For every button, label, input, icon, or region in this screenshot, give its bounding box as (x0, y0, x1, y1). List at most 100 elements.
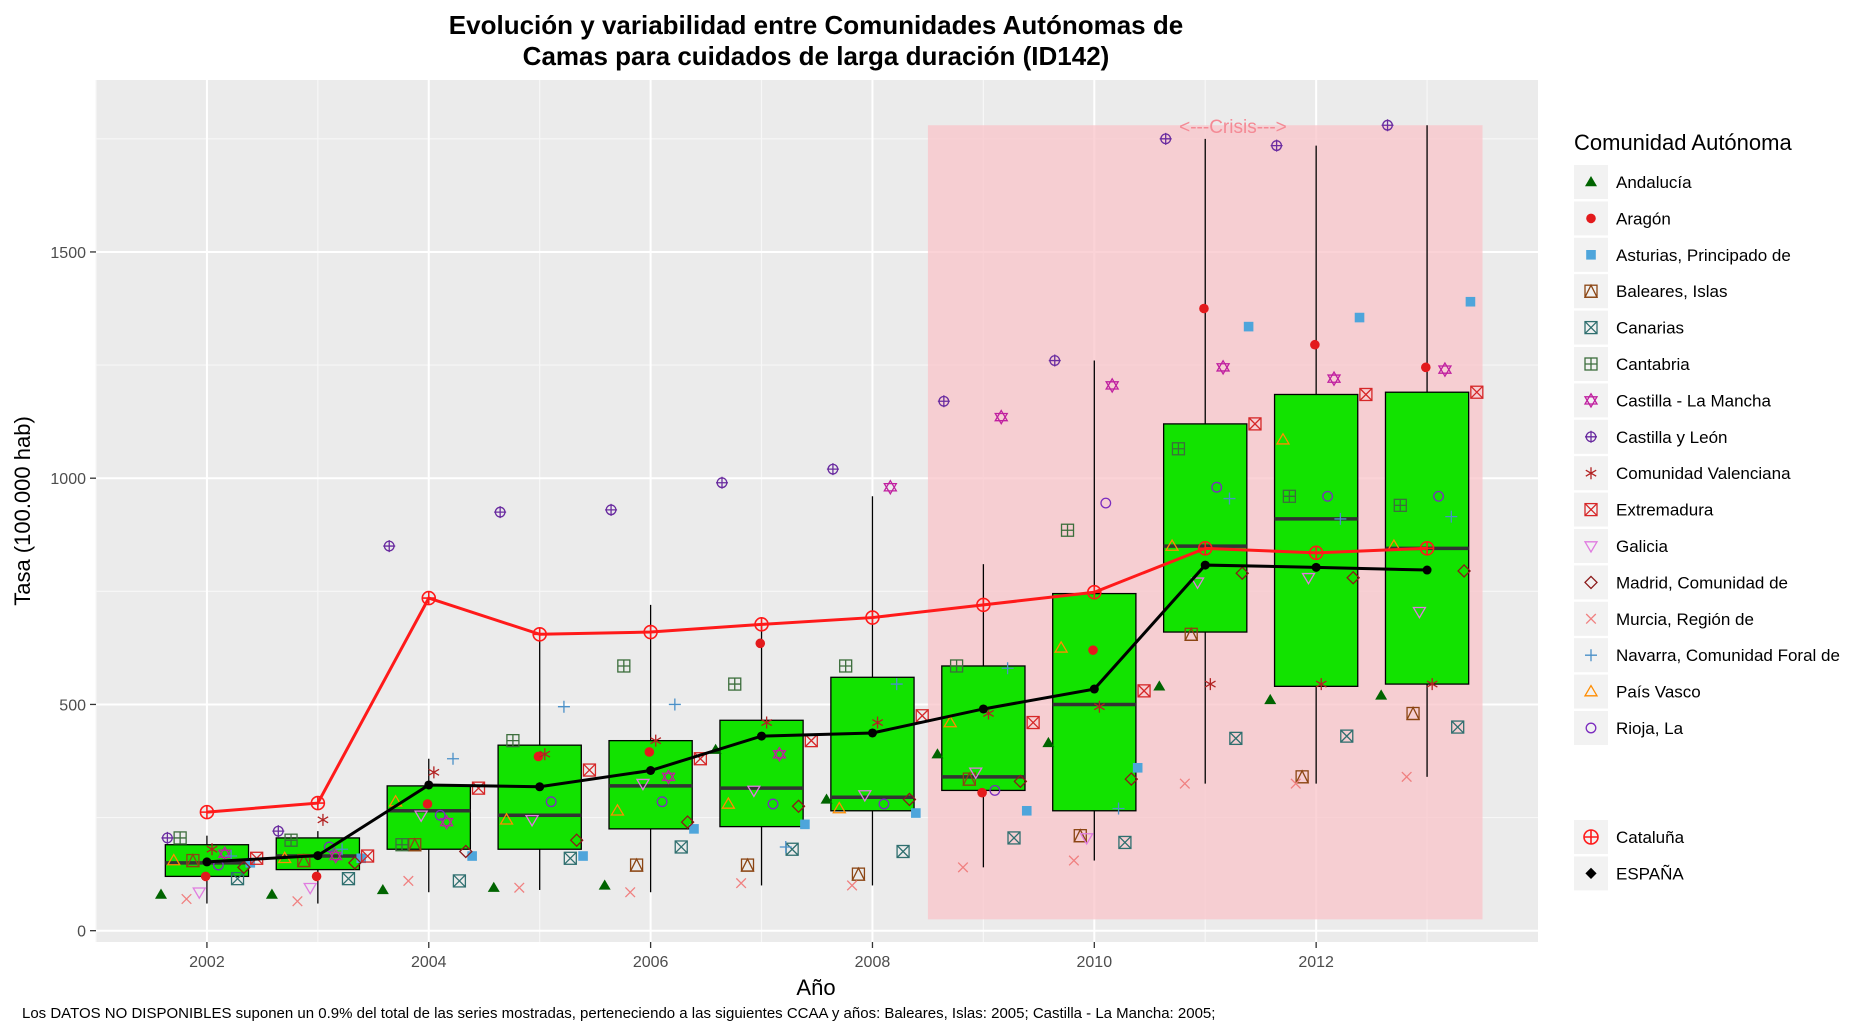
point-galicia (524, 814, 540, 828)
point-baleares-islas (740, 857, 755, 872)
point-andalucia (155, 888, 168, 899)
point-murcia-region-de (957, 862, 969, 873)
box (386, 785, 472, 850)
legend-item: Cantabria (1574, 347, 1690, 381)
legend-key (1574, 529, 1608, 563)
legend-symbol (1585, 430, 1597, 443)
point-pais-vasco (166, 853, 181, 866)
point-asturias-principado-de (800, 819, 810, 830)
legend-symbol (1585, 613, 1597, 625)
marker-cataluna (1419, 541, 1435, 556)
marker-cataluna (532, 627, 547, 642)
point-canarias (1007, 831, 1021, 845)
x-axis: 2002 2004 2006 2008 2010 2012 (189, 942, 1334, 971)
marker-espana (867, 728, 877, 738)
point-canarias (1340, 729, 1354, 743)
point-canarias (341, 872, 356, 886)
point-navarra-comunidad-foral-de (1334, 512, 1347, 525)
legend-title: Comunidad Autónoma (1574, 130, 1792, 155)
legend-item: Murcia, Región de (1574, 601, 1754, 636)
point-madrid-comunidad-de (236, 860, 251, 875)
point-asturias-principado-de (689, 824, 699, 834)
point-murcia-region-de (1290, 778, 1301, 789)
point-canarias (674, 840, 688, 854)
legend-label: Canarias (1616, 319, 1684, 338)
legend-item: Rioja, La (1574, 711, 1684, 745)
legend-label: Rioja, La (1616, 719, 1684, 738)
legend-item: País Vasco (1574, 674, 1701, 709)
point-cantabria (173, 831, 187, 845)
point-aragon (644, 747, 655, 757)
point-cantabria (1393, 498, 1407, 512)
legend-symbol (1584, 357, 1598, 371)
point-galicia (1412, 606, 1427, 619)
legend-item: Castilla - La Mancha (1574, 383, 1772, 418)
point-comunidad-valenciana (1093, 700, 1105, 713)
point-castilla-y-leon (383, 540, 396, 553)
legend-key (1574, 274, 1608, 309)
point-murcia-region-de (1401, 771, 1412, 783)
legend-symbol (1583, 541, 1599, 554)
point-galicia (1301, 572, 1316, 586)
legend-label: Extremadura (1616, 501, 1714, 520)
point-cantabria (949, 659, 964, 673)
point-aragon (533, 751, 544, 762)
point-navarra-comunidad-foral-de (890, 678, 903, 691)
box (830, 676, 915, 812)
legend-label: Murcia, Región de (1616, 610, 1754, 629)
point-murcia-region-de (846, 880, 858, 891)
point-extremadura (1026, 715, 1040, 730)
boxplot-2010 (1052, 360, 1137, 861)
legend-item: Comunidad Valenciana (1574, 456, 1791, 491)
marker-cataluna (643, 624, 658, 640)
point-asturias-principado-de (1132, 762, 1143, 773)
point-castilla-la-mancha (1437, 361, 1453, 378)
point-galicia (413, 810, 429, 823)
legend-label: Andalucía (1616, 173, 1692, 192)
point-extremadura (1359, 387, 1373, 402)
point-canarias (1451, 720, 1465, 734)
point-madrid-comunidad-de (902, 792, 917, 807)
point-aragon (977, 787, 987, 798)
legend-label: Aragón (1616, 209, 1671, 228)
point-baleares-islas (851, 866, 866, 881)
point-pais-vasco (1164, 538, 1180, 551)
x-tick-label: 2002 (189, 954, 225, 971)
legend-symbol (1583, 829, 1599, 845)
point-asturias-principado-de (1354, 312, 1365, 323)
marker-cataluna (1197, 541, 1213, 556)
point-andalucia (265, 888, 278, 899)
point-andalucia (820, 793, 833, 804)
point-madrid-comunidad-de (347, 855, 362, 870)
point-andalucia (376, 883, 389, 895)
point-rioja-la (1100, 497, 1112, 509)
legend-item: Galicia (1574, 529, 1669, 563)
point-navarra-comunidad-foral-de (1223, 492, 1236, 505)
point-asturias-principado-de (1243, 321, 1254, 332)
point-castilla-y-leon (826, 463, 839, 476)
x-tick-label: 2012 (1298, 954, 1334, 971)
legend-symbol (1584, 502, 1598, 517)
point-extremadura (1137, 684, 1151, 698)
legend-key (1574, 383, 1608, 418)
point-cantabria (728, 677, 742, 691)
point-aragon (422, 799, 433, 809)
point-castilla-la-mancha (1326, 370, 1342, 387)
point-baleares-islas (962, 771, 977, 786)
legend-symbol (1583, 684, 1599, 697)
point-murcia-region-de (292, 896, 303, 907)
point-galicia (1190, 577, 1205, 590)
x-axis-label: Año (796, 975, 835, 1000)
point-murcia-region-de (1179, 778, 1191, 789)
legend-item: Cataluña (1574, 820, 1685, 854)
point-andalucia (1375, 689, 1388, 700)
legend-label: País Vasco (1616, 683, 1701, 702)
point-madrid-comunidad-de (569, 833, 584, 848)
legend-symbol (1586, 213, 1596, 224)
point-castilla-la-mancha (772, 746, 787, 763)
legend-symbol (1586, 250, 1596, 260)
marker-espana (978, 704, 988, 714)
marker-cataluna (310, 795, 326, 811)
marker-espana (202, 857, 212, 867)
marker-cataluna (199, 804, 215, 820)
